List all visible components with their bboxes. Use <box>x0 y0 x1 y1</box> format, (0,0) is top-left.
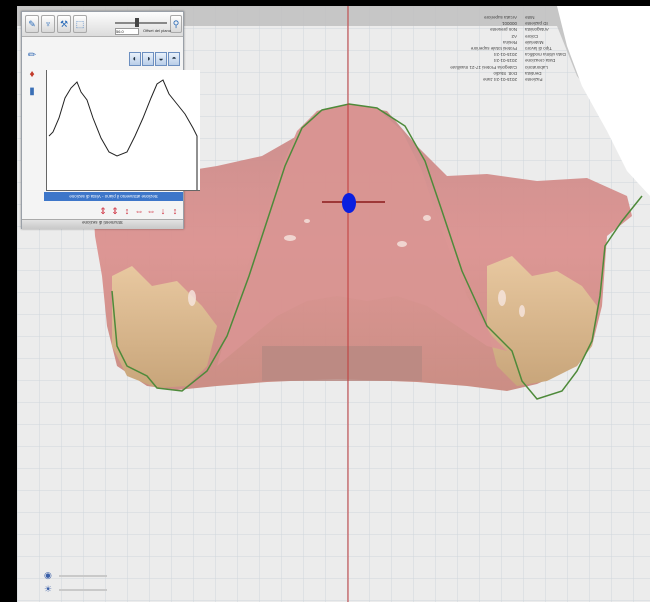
info-value: Resina <box>502 40 517 46</box>
mode-bottom-icon[interactable]: ◓ <box>168 52 180 66</box>
info-key: Antagonista <box>525 27 549 33</box>
teeth-front <box>262 346 422 381</box>
measure-tool-icon[interactable]: ✎ <box>25 15 39 33</box>
section-tool-5-icon[interactable]: ⇔ <box>146 206 156 216</box>
info-row: Laboratorio Categoria Protesi 17-21 maxil… <box>380 64 580 70</box>
section-tool-6-icon[interactable]: ↓ <box>160 206 166 216</box>
info-key: Tipo di lavoro <box>525 46 552 52</box>
info-value: 2015-01-24 Jane <box>482 77 517 83</box>
info-row: Note Arcata superiore <box>380 14 580 20</box>
section-tool-3-icon[interactable]: ↕ <box>124 206 130 216</box>
margin-line[interactable] <box>111 103 643 400</box>
figure-tool-icon[interactable]: ⚲ <box>170 15 182 33</box>
info-row: Colore A2 <box>380 33 580 39</box>
info-key: Note <box>525 15 535 21</box>
tool-panel-footer <box>22 219 183 229</box>
palate <box>217 104 507 366</box>
info-value: 2015-01-24 <box>493 58 517 64</box>
info-value: Categoria Protesi 17-21 maxillare <box>450 64 517 70</box>
section-profile-view[interactable] <box>46 70 200 191</box>
section-tools: ⇕ ⇕ ↕ ⇔ ⇔ ↓ ↕ <box>98 204 183 219</box>
offset-value-field[interactable]: 56.0 <box>115 28 139 35</box>
center-marker[interactable] <box>342 193 356 213</box>
section-tool-1-icon[interactable]: ⇕ <box>99 206 107 216</box>
info-row: ID paziente 000001 <box>380 20 580 26</box>
light-icon[interactable]: ☀ <box>44 584 53 594</box>
info-key: ID paziente <box>525 21 548 27</box>
tool-panel-toolbar: ✎ ♆ ⚒ ⬚ ⚲ 56.0 Offset del piano <box>22 12 183 37</box>
tool-panel: ✎ ♆ ⚒ ⬚ ⚲ 56.0 Offset del piano ◐ ◑ ◒ ◓ … <box>21 11 200 229</box>
tooth-tool-icon[interactable]: ♆ <box>41 15 55 33</box>
offset-slider[interactable] <box>115 22 167 24</box>
section-label-bar: Sezione attraverso il piano - Vista di s… <box>44 192 183 201</box>
camera-icon[interactable]: ◉ <box>44 570 52 580</box>
eraser-icon[interactable]: ▮ <box>29 86 35 97</box>
light-bar <box>59 589 107 591</box>
pencil-icon[interactable]: ✏ <box>27 50 37 61</box>
mode-front-icon[interactable]: ◐ <box>129 52 141 66</box>
info-key: Laboratorio <box>525 64 548 70</box>
info-value: Protesi totale superiore <box>470 46 517 52</box>
info-key: Paziente <box>525 77 543 83</box>
tool-panel-title: Strumenti di sezione <box>82 220 123 225</box>
info-value: Arcata superiore <box>483 15 517 21</box>
offset-label: Offset del piano <box>143 28 171 33</box>
section-tool-7-icon[interactable]: ↕ <box>172 206 178 216</box>
info-key: Colore <box>525 33 539 39</box>
section-tool-2-icon[interactable]: ⇕ <box>111 206 119 216</box>
info-row: Data ultima modifica 2015-01-24 <box>380 51 580 57</box>
info-key: Materiale <box>525 40 544 46</box>
tissue-highlights <box>188 215 525 317</box>
info-row: Tipo di lavoro Protesi totale superiore <box>380 45 580 51</box>
info-value: 2015-01-24 <box>493 52 517 58</box>
info-key: Dentista <box>525 71 542 77</box>
info-value: A2 <box>511 33 517 39</box>
white-region <box>557 6 650 196</box>
info-row: Antagonista Non presente <box>380 26 580 33</box>
offset-slider-knob[interactable] <box>134 18 139 27</box>
teeth-right <box>487 256 597 386</box>
shape-tool-icon[interactable]: ⬚ <box>73 15 87 33</box>
info-row: Dentista Dott. Studio <box>380 70 580 76</box>
info-key: Data creazione <box>525 58 556 64</box>
info-value: Non presente <box>489 27 517 33</box>
info-row: Paziente 2015-01-24 Jane <box>380 76 580 82</box>
info-key: Data ultima modifica <box>525 52 566 58</box>
section-tool-4-icon[interactable]: ⇔ <box>134 206 144 216</box>
knife-tool-icon[interactable]: ⚒ <box>57 15 71 33</box>
mode-top-icon[interactable]: ◒ <box>155 52 167 66</box>
camera-bar <box>59 575 107 577</box>
section-profile-curve <box>48 79 198 190</box>
mode-side-icon[interactable]: ◑ <box>142 52 154 66</box>
patient-info: Paziente 2015-01-24 Jane Dentista Dott. Stu… <box>380 14 580 82</box>
brush-icon[interactable]: ♦ <box>29 69 35 80</box>
info-value: Dott. Studio <box>493 71 517 77</box>
info-value: 000001 <box>501 21 517 27</box>
